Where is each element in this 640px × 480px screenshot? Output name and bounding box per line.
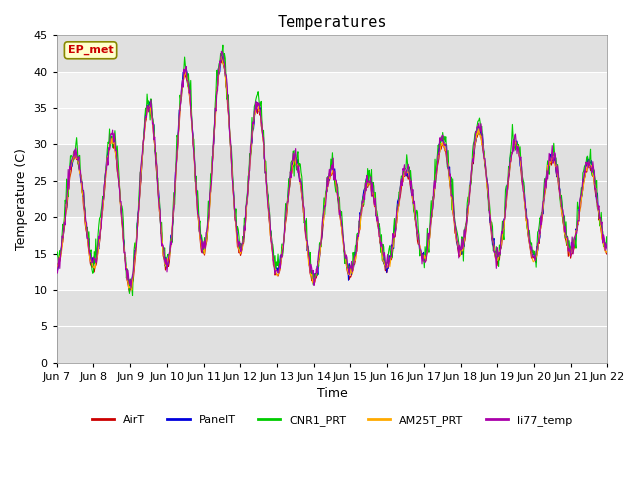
X-axis label: Time: Time <box>317 387 348 400</box>
PanelT <box>120 235 127 241</box>
PanelT <box>176 108 184 114</box>
Line: AM25T_PRT: AM25T_PRT <box>57 57 607 290</box>
PanelT <box>125 288 133 294</box>
Bar <box>57 144 607 217</box>
CNR1_PRT <box>129 293 136 299</box>
Bar <box>57 72 607 144</box>
CNR1_PRT <box>53 253 61 259</box>
PanelT <box>205 206 213 212</box>
CNR1_PRT <box>219 42 227 48</box>
Legend: AirT, PanelT, CNR1_PRT, AM25T_PRT, li77_temp: AirT, PanelT, CNR1_PRT, AM25T_PRT, li77_… <box>88 411 577 431</box>
li77_temp <box>401 162 408 168</box>
AirT <box>218 57 225 62</box>
Line: CNR1_PRT: CNR1_PRT <box>57 45 607 296</box>
PanelT <box>63 205 70 211</box>
Bar <box>57 290 607 363</box>
PanelT <box>53 261 61 266</box>
AM25T_PRT <box>205 208 213 214</box>
AM25T_PRT <box>128 288 136 293</box>
li77_temp <box>604 247 611 253</box>
AirT <box>125 289 133 295</box>
li77_temp <box>120 235 127 241</box>
CNR1_PRT <box>176 92 184 98</box>
AirT <box>63 206 70 212</box>
PanelT <box>401 171 408 177</box>
AirT <box>604 251 611 257</box>
PanelT <box>604 244 611 250</box>
CNR1_PRT <box>63 176 70 182</box>
CNR1_PRT <box>205 211 213 217</box>
Bar <box>57 36 607 72</box>
Line: li77_temp: li77_temp <box>57 51 607 288</box>
AM25T_PRT <box>401 169 408 175</box>
PanelT <box>219 53 227 59</box>
AM25T_PRT <box>417 247 424 253</box>
AirT <box>120 237 127 242</box>
CNR1_PRT <box>120 219 127 225</box>
AM25T_PRT <box>53 266 61 272</box>
Title: Temperatures: Temperatures <box>277 15 387 30</box>
PanelT <box>417 246 424 252</box>
AM25T_PRT <box>176 107 184 112</box>
Line: AirT: AirT <box>57 60 607 292</box>
AirT <box>401 173 408 179</box>
CNR1_PRT <box>401 166 408 171</box>
AM25T_PRT <box>63 201 70 206</box>
li77_temp <box>205 207 213 213</box>
AirT <box>417 252 424 257</box>
AM25T_PRT <box>120 239 127 244</box>
CNR1_PRT <box>604 240 611 245</box>
li77_temp <box>417 247 424 253</box>
li77_temp <box>176 105 184 110</box>
Text: EP_met: EP_met <box>68 45 113 55</box>
Line: PanelT: PanelT <box>57 56 607 291</box>
AirT <box>205 213 213 219</box>
li77_temp <box>53 271 61 276</box>
CNR1_PRT <box>417 248 424 253</box>
AirT <box>176 108 184 114</box>
AM25T_PRT <box>218 54 225 60</box>
AM25T_PRT <box>604 250 611 255</box>
AirT <box>53 264 61 270</box>
Bar <box>57 217 607 290</box>
Y-axis label: Temperature (C): Temperature (C) <box>15 148 28 250</box>
li77_temp <box>127 285 135 291</box>
li77_temp <box>218 48 225 54</box>
li77_temp <box>63 197 70 203</box>
